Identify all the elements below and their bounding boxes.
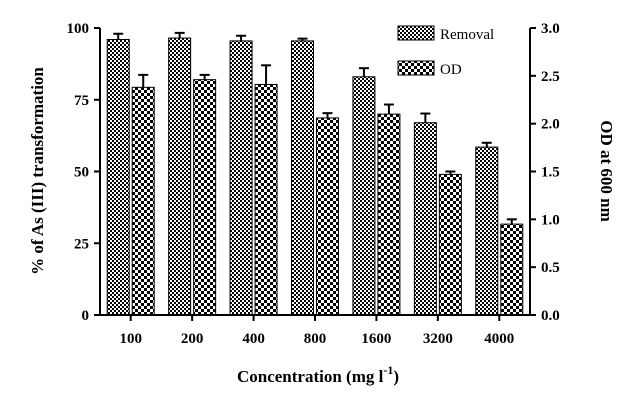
bar-od-4000 <box>500 223 524 316</box>
left-y-ticks: 0 25 50 75 100 <box>67 21 100 324</box>
right-tick-label-2.5: 2.5 <box>541 69 560 85</box>
bar-od-1600 <box>377 113 401 316</box>
bar-removal-100 <box>106 38 130 316</box>
left-tick-label-25: 25 <box>74 236 89 252</box>
right-tick-label-2.0: 2.0 <box>541 117 560 133</box>
right-tick-label-1.0: 1.0 <box>541 212 560 228</box>
legend-swatch-removal <box>397 25 435 41</box>
bar-removal-800 <box>291 40 314 316</box>
right-y-axis-title: OD at 600 nm <box>597 120 616 222</box>
right-tick-label-0.0: 0.0 <box>541 308 560 324</box>
right-tick-label-3.0: 3.0 <box>541 21 560 37</box>
left-tick-label-0: 0 <box>82 308 90 324</box>
right-y-ticks: 0.0 0.5 1.0 1.5 2.0 2.5 3.0 <box>530 21 560 324</box>
error-bars-layer <box>113 31 517 225</box>
left-tick-label-100: 100 <box>67 21 90 37</box>
bars-layer <box>106 37 524 316</box>
bar-od-400 <box>254 83 278 316</box>
legend-label-removal: Removal <box>440 27 494 43</box>
x-axis-title: Concentration (mg l-1) <box>237 363 399 386</box>
bar-removal-400 <box>229 40 253 316</box>
x-tick-label-400: 400 <box>242 331 265 347</box>
x-tick-label-100: 100 <box>119 331 142 347</box>
bar-od-800 <box>316 117 339 316</box>
bar-od-200 <box>193 79 217 316</box>
legend-swatch-od <box>397 60 435 76</box>
x-tick-label-800: 800 <box>304 331 327 347</box>
bar-removal-3200 <box>413 122 437 316</box>
bar-removal-4000 <box>475 146 499 316</box>
bar-removal-1600 <box>352 76 376 316</box>
bar-od-3200 <box>438 173 462 316</box>
right-tick-label-0.5: 0.5 <box>541 260 560 276</box>
left-tick-label-75: 75 <box>74 93 89 109</box>
x-tick-label-3200: 3200 <box>423 331 453 347</box>
x-axis-title-superscript: -1 <box>383 363 393 377</box>
x-axis-title-close: ) <box>393 367 399 386</box>
bar-removal-200 <box>168 37 192 316</box>
legend-label-od: OD <box>440 62 462 78</box>
left-y-axis-title: % of As (III) transformation <box>28 67 47 275</box>
legend: Removal OD <box>397 25 494 78</box>
bar-od-100 <box>131 86 155 316</box>
x-tick-label-200: 200 <box>181 331 204 347</box>
x-tick-label-4000: 4000 <box>484 331 514 347</box>
right-tick-label-1.5: 1.5 <box>541 165 560 181</box>
x-tick-labels: 100 200 400 800 1600 3200 4000 <box>119 315 514 347</box>
x-tick-label-1600: 1600 <box>361 331 391 347</box>
x-axis-title-main: Concentration (mg l <box>237 367 384 386</box>
left-tick-label-50: 50 <box>74 165 89 181</box>
